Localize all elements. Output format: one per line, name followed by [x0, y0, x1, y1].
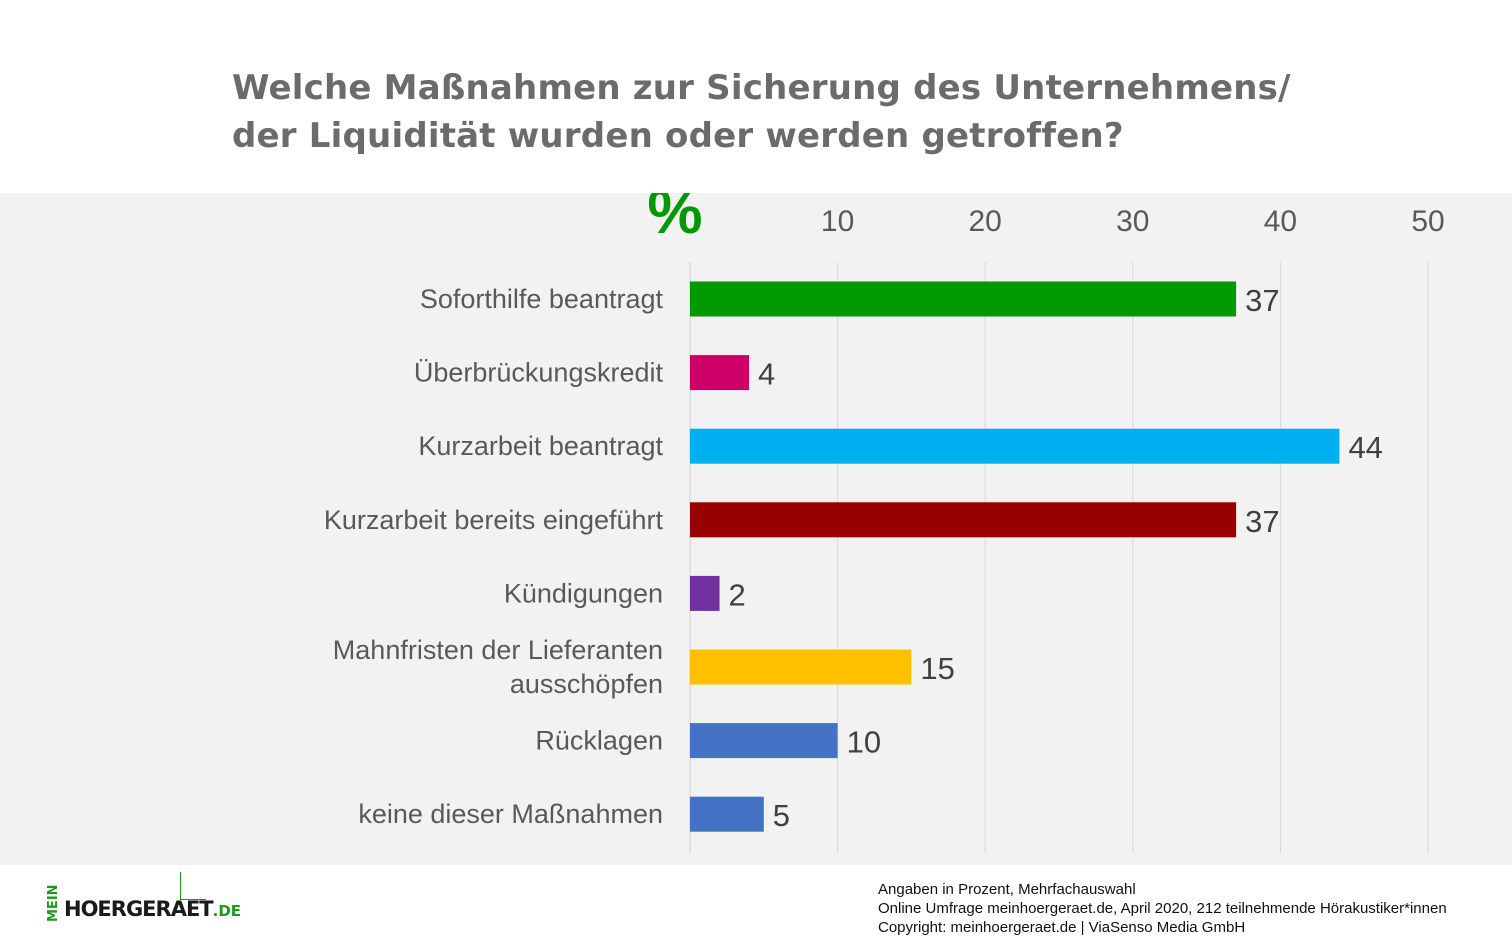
- category-label: Kündigungen: [504, 578, 663, 608]
- bar-chart: 10 20 30 40 50% Soforthilfe beantragt 37 Überbr…: [324, 193, 1445, 853]
- x-tick-label: 30: [1116, 205, 1149, 238]
- logo-wordmark: HOERGERAET.DE: [64, 896, 241, 924]
- footer-note-2: Online Umfrage meinhoergeraet.de, April …: [878, 900, 1447, 917]
- category-label: Rücklagen: [535, 726, 663, 756]
- category-label: Überbrückungskredit: [414, 358, 664, 388]
- chart-title-line-1: Welche Maßnahmen zur Sicherung des Unter…: [232, 68, 1291, 108]
- data-label: 37: [1245, 504, 1279, 539]
- x-tick-label: 40: [1264, 205, 1297, 238]
- footer-note-3: Copyright: meinhoergeraet.de | ViaSenso …: [878, 919, 1246, 936]
- category-label: Kurzarbeit bereits eingeführt: [324, 505, 664, 535]
- logo-accent-line: [180, 872, 181, 900]
- x-tick-label: 20: [969, 205, 1002, 238]
- bar: [690, 281, 1237, 317]
- bar: [690, 355, 750, 391]
- data-label: 37: [1245, 283, 1279, 318]
- data-label: 15: [920, 651, 954, 686]
- data-label: 5: [773, 798, 790, 833]
- x-tick-label: 10: [821, 205, 854, 238]
- logo-prefix: MEIN: [46, 884, 61, 922]
- bar: [690, 723, 838, 759]
- chart-panel: 10 20 30 40 50% Soforthilfe beantragt 37 Überbr…: [0, 193, 1512, 865]
- bar: [690, 502, 1237, 538]
- chart-title: Welche Maßnahmen zur Sicherung des Unter…: [232, 64, 1332, 160]
- footer-note-1: Angaben in Prozent, Mehrfachauswahl: [878, 881, 1136, 898]
- site-logo[interactable]: MEIN HOERGERAET.DE: [46, 872, 241, 924]
- data-label: 44: [1348, 430, 1382, 465]
- bar: [690, 428, 1340, 464]
- bar: [690, 796, 764, 832]
- category-label: Soforthilfe beantragt: [420, 284, 664, 314]
- logo-name: HOERGERAET: [64, 897, 214, 921]
- data-label: 2: [729, 577, 746, 612]
- category-label: Mahnfristen der Lieferanten: [333, 635, 663, 665]
- chart-title-line-2: der Liquidität wurden oder werden getrof…: [232, 116, 1124, 156]
- bar: [690, 575, 720, 611]
- unit-label: %: [647, 193, 702, 247]
- category-label: ausschöpfen: [510, 669, 663, 699]
- category-label: keine dieser Maßnahmen: [358, 799, 663, 829]
- category-label: Kurzarbeit beantragt: [418, 431, 663, 461]
- logo-tld: .DE: [212, 902, 242, 920]
- x-tick-label: 50: [1411, 205, 1444, 238]
- logo-accent-line-horizontal: [180, 899, 206, 900]
- data-label: 4: [758, 357, 775, 392]
- data-label: 10: [847, 725, 881, 760]
- footer-notes: Angaben in Prozent, Mehrfachauswahl Onli…: [878, 880, 1508, 937]
- bar: [690, 649, 912, 685]
